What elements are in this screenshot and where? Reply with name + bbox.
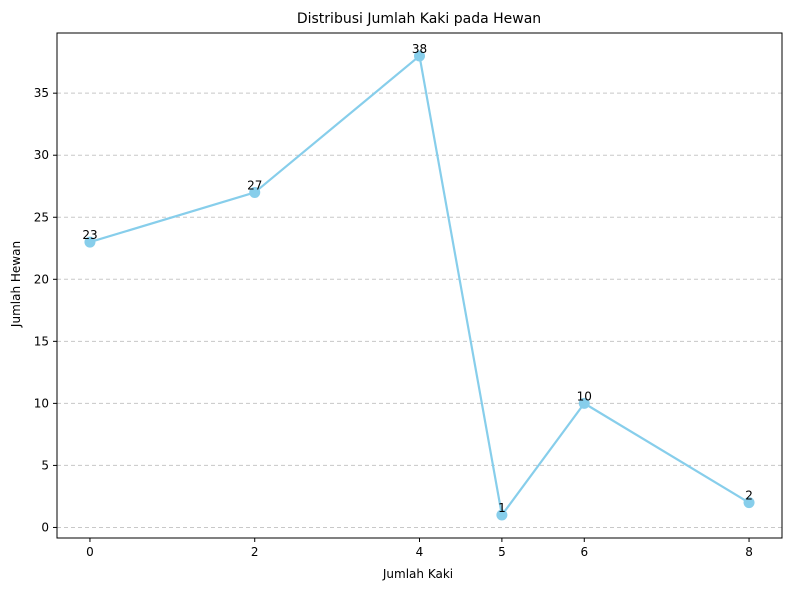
data-point <box>578 397 590 409</box>
y-tick-label: 20 <box>34 272 49 286</box>
data-point <box>249 186 261 198</box>
data-markers <box>84 50 755 521</box>
data-point <box>84 236 96 248</box>
data-point <box>414 50 425 62</box>
x-axis-label: Jumlah Kaki <box>382 567 453 581</box>
x-tick-label: 6 <box>580 545 588 559</box>
y-tick-label: 0 <box>41 520 49 534</box>
x-tick-label: 5 <box>498 545 506 559</box>
y-tick-label: 5 <box>41 458 49 472</box>
y-tick-label: 30 <box>34 148 49 162</box>
x-tick-label: 0 <box>86 545 94 559</box>
grid-lines <box>57 92 782 528</box>
data-point <box>496 509 508 521</box>
chart-title: Distribusi Jumlah Kaki pada Hewan <box>297 11 541 27</box>
data-label: 27 <box>247 178 262 192</box>
y-tick-label: 25 <box>34 210 49 224</box>
series-polyline <box>89 54 750 517</box>
y-tick-label: 15 <box>34 334 49 348</box>
x-axis-ticks: 0 2 4 5 6 8 <box>86 538 753 559</box>
y-axis-ticks: 0 5 10 15 20 25 30 35 <box>34 86 57 534</box>
data-label: 38 <box>412 42 427 56</box>
data-point <box>743 497 755 509</box>
plot-frame <box>56 32 783 539</box>
y-tick-label: 10 <box>34 396 49 410</box>
x-tick-label: 8 <box>745 545 753 559</box>
y-axis-label: Jumlah Hewan <box>9 241 23 328</box>
y-tick-label: 35 <box>34 86 49 100</box>
data-labels: 23 27 38 1 10 2 <box>82 42 753 515</box>
x-tick-label: 2 <box>251 545 259 559</box>
data-label: 10 <box>577 389 592 403</box>
data-label: 1 <box>498 501 506 515</box>
x-tick-label: 4 <box>416 545 424 559</box>
data-label: 23 <box>82 228 97 242</box>
data-label: 2 <box>745 489 753 503</box>
series-line <box>89 54 750 517</box>
